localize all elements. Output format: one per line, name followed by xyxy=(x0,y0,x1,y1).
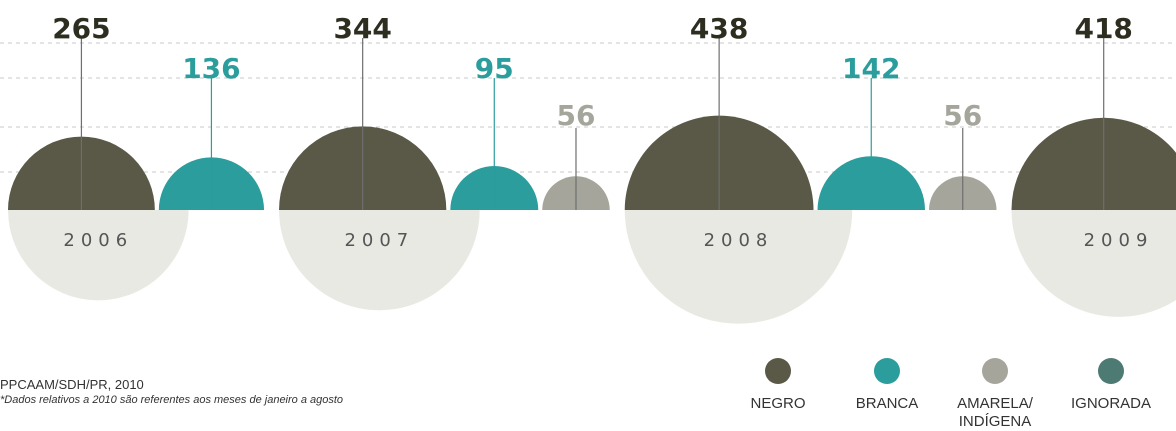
amarela_indigena-value-label: 56 xyxy=(943,99,982,132)
branca-value-label: 142 xyxy=(842,52,900,85)
total-semicircle xyxy=(279,210,480,311)
year-label: 2006 xyxy=(63,230,133,251)
negro-value-label: 418 xyxy=(1074,12,1132,45)
year-groups: 2006 265 136 2007 344 95 56 2008 438 142 56 2009 418… xyxy=(8,12,1176,324)
source-text: PPCAAM/SDH/PR, 2010 xyxy=(0,377,144,392)
footnote-text: *Dados relativos a 2010 são referentes a… xyxy=(0,394,344,406)
legend-swatch-branca xyxy=(874,358,900,384)
legend-swatch-ignorada xyxy=(1098,358,1124,384)
negro-value-label: 438 xyxy=(690,12,748,45)
year-group-2007: 2007 344 95 56 xyxy=(279,12,610,311)
year-group-2009: 2009418122617 xyxy=(1011,12,1176,317)
amarela_indigena-value-label: 56 xyxy=(557,99,596,132)
branca-value-label: 136 xyxy=(182,52,240,85)
branca-value-label: 95 xyxy=(475,52,514,85)
year-group-2006: 2006 265 136 xyxy=(8,12,265,301)
legend-label-branca: BRANCA xyxy=(856,395,919,412)
year-label: 2009 xyxy=(1084,230,1154,251)
total-semicircle xyxy=(624,210,853,324)
legend-label-ignorada: IGNORADA xyxy=(1071,395,1151,412)
year-label: 2007 xyxy=(344,230,414,251)
total-semicircle xyxy=(1011,210,1176,317)
negro-value-label: 344 xyxy=(333,12,391,45)
year-group-2008: 2008 438 142 56 xyxy=(624,12,997,324)
legend: NEGRO BRANCA AMARELA/ INDÍGENA IGNORADA xyxy=(750,358,1151,430)
legend-swatch-negro xyxy=(765,358,791,384)
legend-label-negro: NEGRO xyxy=(750,395,805,412)
legend-label-amarela: AMARELA/ xyxy=(957,395,1034,412)
negro-semicircle xyxy=(1011,118,1176,210)
legend-label-indigena: INDÍGENA xyxy=(959,413,1032,430)
year-label: 2008 xyxy=(704,230,774,251)
legend-swatch-amarela xyxy=(982,358,1008,384)
total-semicircle xyxy=(8,210,189,301)
negro-value-label: 265 xyxy=(52,12,110,45)
